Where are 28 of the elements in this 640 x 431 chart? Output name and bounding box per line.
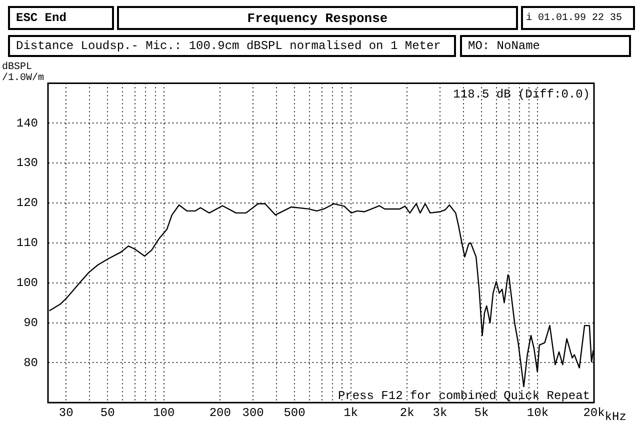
x-tick-label: 200: [209, 406, 231, 420]
x-axis-title: kHz: [604, 410, 626, 424]
x-tick-label: 20k: [583, 406, 605, 420]
y-tick-label: 130: [16, 156, 38, 170]
chart-title: Frequency Response: [117, 6, 518, 30]
y-tick-label: 90: [24, 316, 38, 330]
y-tick-label: 140: [16, 116, 38, 130]
x-tick-label: 2k: [400, 406, 414, 420]
x-tick-label: 300: [242, 406, 264, 420]
x-tick-label: 30: [58, 406, 74, 420]
x-tick-label: 10k: [526, 406, 549, 420]
annotation: Press F12 for combined Quick Repeat: [338, 388, 590, 403]
x-tick-label: 500: [284, 406, 306, 420]
annotation: 118.5 dB (Diff:0.0): [453, 87, 590, 102]
text: ESC End: [8, 6, 114, 30]
x-tick-label: 50: [100, 406, 115, 420]
y-tick-label: 110: [16, 236, 38, 250]
y-tick-label: 100: [16, 276, 38, 290]
text: i 01.01.99 22 35: [521, 6, 635, 30]
text: MO: NoName: [460, 35, 631, 57]
y-tick-label: 80: [24, 356, 38, 370]
x-tick-label: 1k: [344, 406, 358, 420]
y-tick-label: 120: [16, 196, 38, 210]
y-axis-title: dBSPL /1.0W/m: [2, 62, 44, 84]
x-tick-label: 100: [153, 406, 175, 420]
x-tick-label: 5k: [474, 406, 489, 420]
x-tick-label: 3k: [432, 406, 448, 420]
chart-subtitle: Distance Loudsp.- Mic.: 100.9cm dBSPL normalised on 1 Meter: [8, 35, 456, 57]
